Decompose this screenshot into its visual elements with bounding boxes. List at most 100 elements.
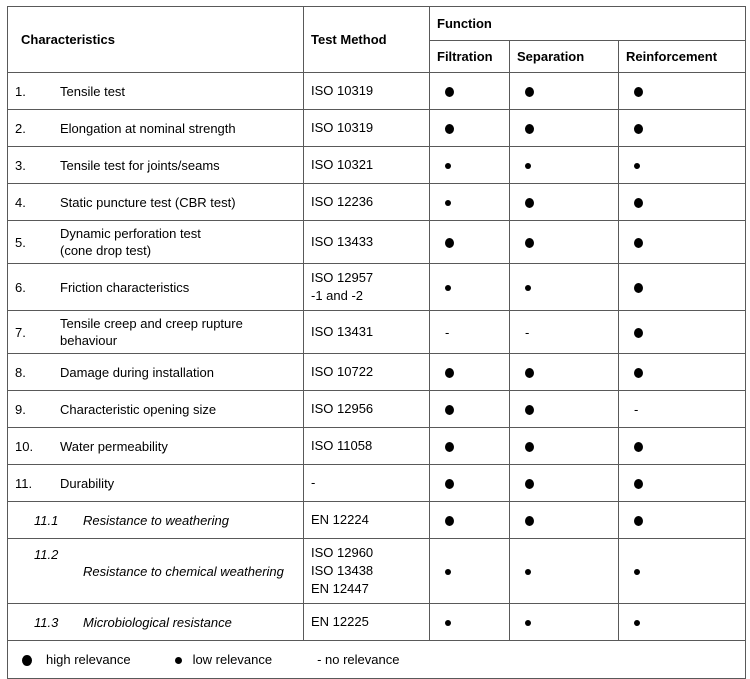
high-relevance-dot: [445, 368, 454, 379]
column-header-filtration: Filtration: [429, 40, 510, 73]
table-row: 11.2 Resistance to chemical weathering I…: [7, 538, 747, 604]
high-relevance-dot: [634, 283, 643, 294]
high-relevance-dot: [634, 442, 643, 453]
separation-relevance-cell: [509, 501, 619, 539]
table-row: 8. Damage during installation ISO 10722: [7, 353, 747, 391]
high-relevance-dot: [445, 442, 454, 453]
separation-relevance-cell: [509, 146, 619, 184]
test-method-cell: -: [303, 464, 430, 502]
table-row: 4. Static puncture test (CBR test) ISO 1…: [7, 183, 747, 221]
low-relevance-dot: [445, 620, 451, 627]
high-relevance-dot: [22, 655, 32, 667]
column-header-characteristics: Characteristics: [7, 6, 304, 73]
row-number: 11.3: [34, 614, 59, 630]
separation-relevance-cell: [509, 464, 619, 502]
high-relevance-dot: [525, 368, 534, 379]
separation-relevance-cell: [509, 220, 619, 264]
test-method-cell: ISO 10321: [303, 146, 430, 184]
reinforcement-relevance-cell: [617, 263, 747, 311]
characteristic-cell: 5. Dynamic perforation test (cone drop te…: [7, 220, 304, 264]
high-relevance-dot: [634, 479, 643, 490]
test-method-cell: ISO 10319: [303, 72, 430, 110]
separation-relevance-cell: [509, 538, 619, 604]
separation-relevance-cell: [509, 603, 619, 641]
table-row: 7. Tensile creep and creep rupture behavi…: [7, 310, 747, 354]
characteristic-label: Dynamic perforation test (cone drop test): [60, 226, 201, 258]
table-row: 6. Friction characteristics ISO 12957 -1 …: [7, 263, 747, 311]
filtration-relevance-cell: [429, 72, 510, 110]
characteristic-label: Resistance to chemical weathering: [83, 563, 284, 579]
reinforcement-relevance-cell: [617, 538, 747, 604]
characteristic-cell: 8. Damage during installation: [7, 353, 304, 391]
row-number: 5.: [15, 234, 26, 250]
table-row: 9. Characteristic opening size ISO 12956…: [7, 390, 747, 428]
reinforcement-relevance-cell: [617, 464, 747, 502]
filtration-relevance-cell: [429, 538, 510, 604]
characteristic-label: Characteristic opening size: [60, 401, 217, 417]
characteristic-cell: 4. Static puncture test (CBR test): [7, 183, 304, 221]
legend-label-low: low relevance: [192, 652, 273, 667]
filtration-relevance-cell: [429, 183, 510, 221]
characteristic-label: Water permeability: [60, 438, 168, 454]
reinforcement-relevance-cell: [617, 109, 747, 147]
low-relevance-dot: [525, 620, 531, 627]
reinforcement-relevance-cell: [617, 603, 747, 641]
filtration-relevance-cell: [429, 427, 510, 465]
characteristic-label: Microbiological resistance: [83, 614, 232, 630]
test-method-cell: ISO 11058: [303, 427, 430, 465]
characteristic-cell: 10. Water permeability: [7, 427, 304, 465]
characteristic-label: Tensile creep and creep rupture behaviour: [60, 316, 243, 348]
column-header-separation: Separation: [509, 40, 619, 73]
high-relevance-dot: [634, 198, 643, 209]
test-method-cell: ISO 13433: [303, 220, 430, 264]
reinforcement-relevance-cell: [617, 427, 747, 465]
row-number: 11.: [15, 475, 33, 491]
high-relevance-dot: [445, 479, 454, 490]
low-relevance-dot: [525, 163, 531, 170]
characteristic-cell: 11.3 Microbiological resistance: [7, 603, 304, 641]
test-method-cell: ISO 12236: [303, 183, 430, 221]
characteristic-cell: 11.1 Resistance to weathering: [7, 501, 304, 539]
separation-relevance-cell: -: [509, 310, 619, 354]
separation-relevance-cell: [509, 183, 619, 221]
row-number: 10.: [15, 438, 34, 454]
reinforcement-relevance-cell: [617, 220, 747, 264]
column-header-test-method: Test Method: [303, 6, 430, 73]
separation-relevance-cell: [509, 263, 619, 311]
row-number: 2.: [15, 120, 26, 136]
table-row: 11. Durability -: [7, 464, 747, 502]
high-relevance-dot: [525, 442, 534, 453]
reinforcement-relevance-cell: [617, 353, 747, 391]
row-number: 8.: [15, 364, 26, 380]
characteristic-cell: 9. Characteristic opening size: [7, 390, 304, 428]
reinforcement-relevance-cell: -: [617, 390, 747, 428]
column-header-reinforcement: Reinforcement: [617, 40, 747, 73]
characteristics-table: Characteristics Test Method Function Fil…: [6, 6, 747, 679]
characteristic-cell: 2. Elongation at nominal strength: [7, 109, 304, 147]
column-header-function: Function: [428, 6, 747, 41]
filtration-relevance-cell: [429, 390, 510, 428]
low-relevance-dot: [445, 163, 451, 170]
low-relevance-dot: [634, 163, 640, 170]
high-relevance-dot: [634, 124, 643, 135]
table-row: 11.3 Microbiological resistance EN 12225: [7, 603, 747, 641]
high-relevance-dot: [525, 238, 534, 249]
high-relevance-dot: [634, 238, 643, 249]
table-row: 3. Tensile test for joints/seams ISO 103…: [7, 146, 747, 184]
test-method-cell: ISO 10319: [303, 109, 430, 147]
low-relevance-dot: [445, 200, 451, 207]
high-relevance-dot: [634, 368, 643, 379]
row-number: 11.2: [34, 546, 59, 562]
low-relevance-dot: [445, 285, 451, 292]
high-relevance-dot: [525, 516, 534, 527]
high-relevance-dot: [634, 516, 643, 527]
high-relevance-dot: [634, 87, 643, 98]
table-row: 11.1 Resistance to weathering EN 12224: [7, 501, 747, 539]
table-row: 1. Tensile test ISO 10319: [7, 72, 747, 110]
separation-relevance-cell: [509, 390, 619, 428]
high-relevance-dot: [445, 405, 454, 416]
legend-cell: high relevance low relevance - no relevanc…: [6, 640, 747, 679]
low-relevance-dot: [445, 569, 451, 576]
row-number: 6.: [15, 279, 26, 295]
